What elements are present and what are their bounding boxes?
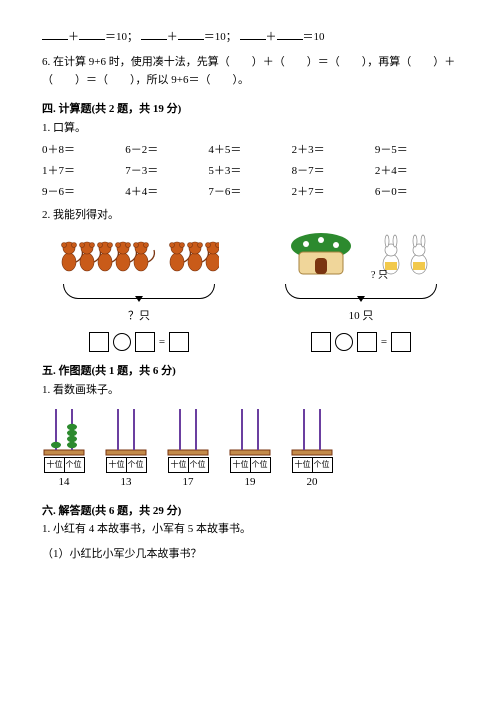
section-6-title: 六. 解答题(共 6 题，共 29 分) bbox=[42, 502, 458, 521]
abacus-icon bbox=[166, 405, 210, 457]
section-4-q2: 2. 我能列得对。 bbox=[42, 206, 458, 225]
section-6-q1: 1. 小红有 4 本故事书，小军有 5 本故事书。 bbox=[42, 520, 458, 539]
fill-blank-line: ＋＝10； ＋＝10； ＋＝10 bbox=[42, 28, 458, 47]
question-6: 6. 在计算 9+6 时，使用凑十法，先算（ ）＋（ ）＝（ ），再算（ ）＋（… bbox=[42, 53, 458, 90]
section-5-title: 五. 作图题(共 1 题，共 6 分) bbox=[42, 362, 458, 381]
calc-grid: 0＋8＝6－2＝4＋5＝2＋3＝9－5＝ 1＋7＝7－3＝5＋3＝8－7＝2＋4… bbox=[42, 141, 458, 201]
picture-problems: ？只 = ? 只 10 只 = bbox=[42, 230, 458, 352]
abacus-row: 十位个位 14 十位个位13 十位个位17 十位个位19 十位个位20 bbox=[42, 405, 458, 491]
section-6-q1-1: （1）小红比小军少几本故事书？ bbox=[42, 545, 458, 564]
abacus-icon bbox=[42, 405, 86, 457]
monkeys-icon bbox=[59, 230, 219, 280]
abacus-icon bbox=[104, 405, 148, 457]
abacus-icon bbox=[290, 405, 334, 457]
abacus-icon bbox=[228, 405, 272, 457]
house-rabbits-icon: ? 只 bbox=[281, 230, 441, 280]
section-5-q1: 1. 看数画珠子。 bbox=[42, 381, 458, 400]
section-4-q1: 1. 口算。 bbox=[42, 119, 458, 138]
svg-text:? 只: ? 只 bbox=[371, 270, 388, 280]
section-4-title: 四. 计算题(共 2 题，共 19 分) bbox=[42, 100, 458, 119]
